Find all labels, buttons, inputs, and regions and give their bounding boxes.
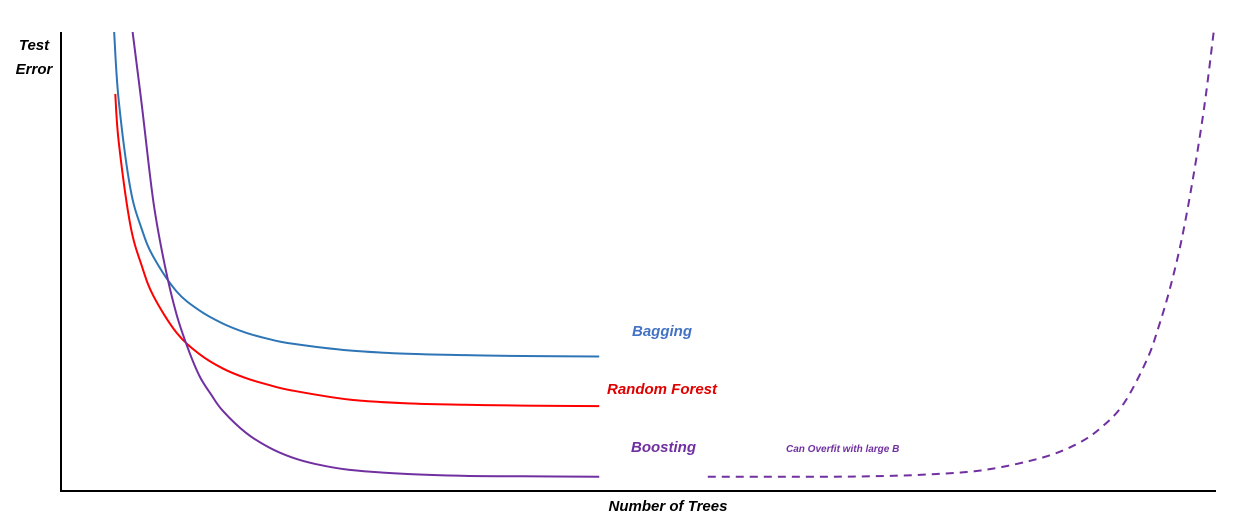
series-line-boosting <box>131 31 600 478</box>
series-label-bagging: Bagging <box>632 323 692 340</box>
series-label-random-forest: Random Forest <box>607 381 718 398</box>
overfit-annotation: Can Overfit with large B <box>786 444 899 455</box>
series-line-random-forest <box>114 93 600 408</box>
series-line-bagging <box>113 31 600 358</box>
y-axis-label-line-1: Test <box>19 37 50 54</box>
x-axis-label: Number of Trees <box>609 498 728 515</box>
y-axis-label-line-2: Error <box>16 61 54 78</box>
series-layer <box>113 31 1215 478</box>
series-label-boosting: Boosting <box>631 439 696 456</box>
series-line-boosting-overfit <box>707 31 1215 478</box>
